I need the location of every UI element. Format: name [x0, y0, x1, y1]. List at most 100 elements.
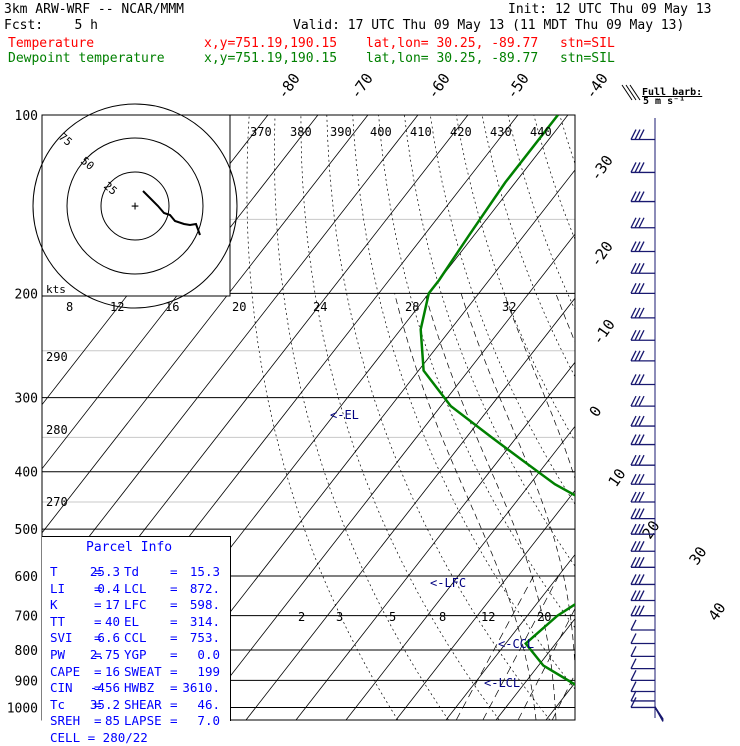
- isotherm-label: 40: [705, 599, 730, 624]
- parcel-key: YGP: [124, 647, 147, 662]
- wind-barb: [631, 192, 655, 202]
- dry-adiabat-line: [560, 115, 740, 720]
- parcel-value: 199: [197, 664, 220, 679]
- parcel-key: K: [50, 597, 58, 612]
- dry-adiabat-line: [247, 115, 398, 720]
- parcel-equals: =: [170, 713, 178, 728]
- theta-label: 280: [46, 423, 68, 437]
- dry-adiabat-line: [430, 115, 740, 720]
- wind-barb-flag: [631, 634, 636, 644]
- parcel-equals: =: [170, 597, 178, 612]
- parcel-value: 872.: [190, 581, 220, 596]
- theta-label: 440: [530, 125, 552, 139]
- isotherm-line: [246, 115, 718, 720]
- parcel-equals: =: [170, 614, 178, 629]
- dry-adiabat-line: [379, 115, 652, 720]
- isotherm-label: -40: [582, 70, 612, 103]
- parcel-value: 35.2: [90, 697, 120, 712]
- isotherm-line: [646, 115, 740, 720]
- wind-barb: [631, 351, 655, 361]
- wind-barb-flag: [631, 682, 636, 692]
- wind-barb: [631, 682, 655, 692]
- lcl-marker: <-LCL: [484, 676, 520, 690]
- parcel-equals: =: [170, 630, 178, 645]
- isotherm-label: -70: [347, 70, 377, 103]
- pressure-tick-label: 300: [15, 392, 38, 407]
- parcel-value: 314.: [190, 614, 220, 629]
- mixing-ratio-line: [583, 576, 652, 720]
- moist-adiabat-line: [395, 293, 536, 720]
- parcel-equals: =: [94, 664, 102, 679]
- wind-barb: [631, 634, 655, 644]
- isotherm-line: [596, 115, 740, 720]
- pressure-tick-label: 800: [15, 644, 38, 659]
- theta-label: 420: [450, 125, 472, 139]
- mixing-ratio-label: 8: [439, 610, 446, 624]
- parcel-info-row: CELL = 280/22: [42, 730, 230, 746]
- wind-barb: [631, 242, 655, 252]
- parcel-value: 3610.: [182, 680, 220, 695]
- moist-adiabat-line: [656, 293, 696, 720]
- dry-adiabat-line: [353, 115, 601, 720]
- pressure-tick-label: 100: [15, 109, 38, 124]
- parcel-value: 85: [105, 713, 120, 728]
- parcel-value: -456: [90, 680, 120, 695]
- parcel-value: 16: [105, 664, 120, 679]
- barb-key-icon: [622, 85, 640, 100]
- wind-barb: [631, 659, 655, 669]
- isotherm-line: [496, 115, 740, 720]
- mixing-ratio-label: 5: [389, 610, 396, 624]
- wind-barb: [631, 670, 655, 680]
- moist-adiabat-label: 16: [165, 300, 179, 314]
- parcel-key: SVI: [50, 630, 73, 645]
- wind-barb: [631, 646, 655, 656]
- parcel-key: LAPSE: [124, 713, 162, 728]
- mixing-ratio-label: 3: [336, 610, 343, 624]
- pressure-tick-label: 700: [15, 610, 38, 625]
- mixing-ratio-label: 12: [481, 610, 495, 624]
- isotherm-label: -10: [589, 316, 619, 349]
- wind-barb: [631, 557, 655, 567]
- wind-barb: [631, 416, 655, 426]
- wind-barb: [631, 435, 655, 445]
- parcel-equals: =: [94, 713, 102, 728]
- wind-barb: [631, 591, 655, 601]
- parcel-key: SWEAT: [124, 664, 162, 679]
- parcel-equals: =: [170, 564, 178, 579]
- wind-barb: [631, 283, 655, 293]
- mixing-ratio-label: 2: [298, 610, 305, 624]
- wind-barb: [631, 330, 655, 340]
- pressure-tick-label: 1000: [7, 701, 38, 716]
- wind-barb: [631, 620, 655, 630]
- parcel-cell-value: CELL = 280/22: [50, 730, 148, 745]
- parcel-value: 40: [105, 614, 120, 629]
- isotherm-label: 10: [605, 465, 630, 490]
- parcel-key: HWBZ: [124, 680, 154, 695]
- isotherm-line: [296, 115, 740, 720]
- dry-adiabat-line: [482, 115, 740, 720]
- wind-barb-shaft: [655, 707, 663, 722]
- el-marker: <-EL: [330, 408, 359, 422]
- parcel-key: SHEAR: [124, 697, 162, 712]
- moist-adiabat-line: [461, 293, 576, 720]
- pressure-tick-label: 200: [15, 287, 38, 302]
- pressure-tick-label: 600: [15, 570, 38, 585]
- parcel-key: PW: [50, 647, 65, 662]
- parcel-key: TT: [50, 614, 65, 629]
- parcel-key: SREH: [50, 713, 80, 728]
- parcel-key: Tc: [50, 697, 65, 712]
- surface-barb-cluster: [655, 707, 663, 722]
- dry-adiabat-line: [715, 115, 740, 720]
- wind-barb: [631, 492, 655, 502]
- wind-barb: [631, 606, 655, 616]
- parcel-value: 753.: [190, 630, 220, 645]
- temperature-profile-line: [605, 115, 653, 705]
- wind-barb: [631, 541, 655, 551]
- pressure-tick-label: 500: [15, 523, 38, 538]
- lfc-marker: <-LFC: [430, 576, 466, 590]
- wind-barb: [631, 374, 655, 384]
